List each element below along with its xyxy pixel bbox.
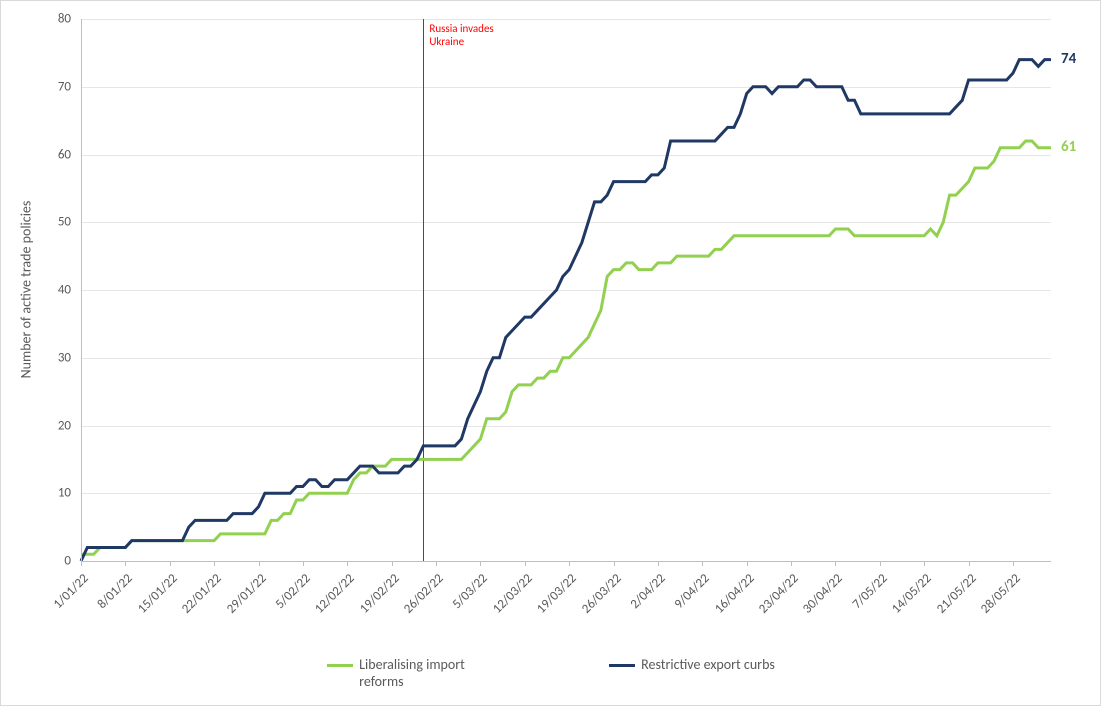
legend: Liberalising import reforms Restrictive e… [271, 656, 831, 690]
legend-swatch [327, 664, 353, 667]
chart-container: Number of active trade policies 01020304… [0, 0, 1101, 706]
legend-item: Restrictive export curbs [609, 656, 775, 673]
legend-label: Liberalising import reforms [359, 656, 509, 690]
x-axis-line [81, 561, 1051, 562]
series-end-label: 61 [1061, 138, 1076, 156]
series-line-restrictive-export-curbs [81, 60, 1051, 561]
legend-label: Restrictive export curbs [641, 656, 775, 673]
legend-item: Liberalising import reforms [327, 656, 509, 690]
legend-swatch [609, 664, 635, 667]
series-line-liberalising-import-reforms [81, 141, 1051, 554]
series-end-label: 74 [1061, 50, 1076, 68]
y-axis-line [81, 19, 82, 561]
